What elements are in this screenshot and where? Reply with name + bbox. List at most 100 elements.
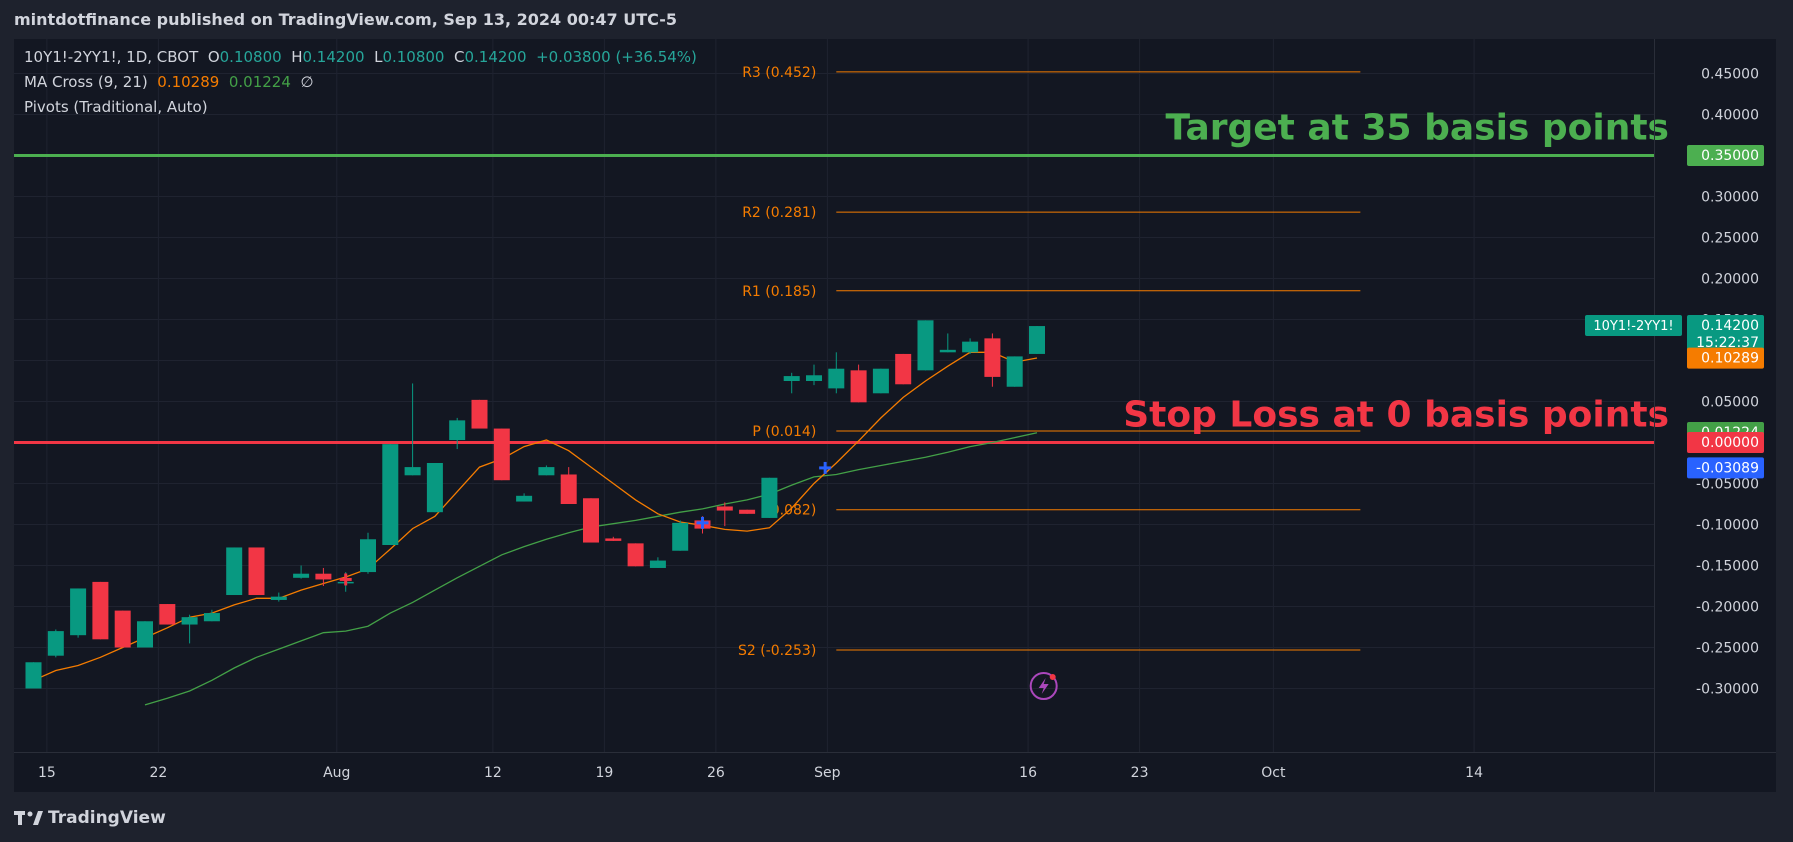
ma-cross-name: MA Cross (9, 21): [24, 73, 148, 91]
price-tag: -0.03089: [1687, 457, 1764, 479]
tradingview-brand[interactable]: TradingView: [14, 808, 166, 828]
legend-low-label: L: [374, 48, 383, 66]
candle: [984, 333, 1001, 387]
candle: [360, 532, 376, 574]
candle-body: [627, 543, 644, 567]
candle: [25, 662, 42, 689]
candle: [627, 543, 644, 567]
price-tag-value: 0.14200: [1701, 318, 1759, 334]
candle: [828, 352, 845, 394]
symbol-tag-label: 10Y1!-2YY1!: [1593, 319, 1673, 334]
ma-slow-line: [144, 432, 1038, 706]
symbol-legend[interactable]: 10Y1!-2YY1!, 1D, CBOT O0.10800 H0.14200 …: [24, 48, 697, 66]
pivot-label: R1 (0.185): [742, 284, 816, 300]
x-tick-label: 19: [595, 765, 613, 781]
legend-change: +0.03800 (+36.54%): [536, 48, 697, 66]
legend-high-label: H: [291, 48, 303, 66]
candle-body: [181, 617, 198, 625]
candle: [248, 547, 265, 596]
candle: [203, 609, 220, 622]
price-chart[interactable]: R3 (0.452)R2 (0.281)R1 (0.185)P (0.014)(…: [14, 39, 1776, 792]
x-tick-label: 12: [484, 765, 502, 781]
candle: [493, 428, 510, 481]
y-tick-label: 0.45000: [1701, 67, 1759, 83]
y-tick-label: -0.10000: [1696, 518, 1759, 534]
ma-cross-legend[interactable]: MA Cross (9, 21) 0.10289 0.01224 ∅: [24, 73, 314, 91]
y-tick-label: -0.20000: [1696, 600, 1759, 616]
candle-body: [538, 467, 555, 476]
legend-close-label: C: [454, 48, 465, 66]
pivot-label: R3 (0.452): [742, 65, 816, 81]
candle-body: [449, 420, 466, 441]
candle: [872, 368, 889, 394]
candle-body: [984, 338, 1001, 377]
y-tick-label: -0.25000: [1696, 641, 1759, 657]
candle-body: [583, 498, 599, 543]
candle-body: [962, 341, 979, 353]
cross-marker: [819, 461, 832, 474]
candle: [226, 547, 243, 596]
pivots-legend[interactable]: Pivots (Traditional, Auto): [24, 98, 208, 116]
candle-body: [360, 539, 376, 573]
ma-extra-value: ∅: [300, 73, 314, 91]
pivot-levels: R3 (0.452)R2 (0.281)R1 (0.185)P (0.014)(…: [738, 65, 1361, 659]
candle: [382, 444, 399, 545]
candle: [962, 338, 979, 354]
candle: [761, 477, 778, 518]
ma-fast-value: 0.10289: [157, 73, 220, 91]
y-tick-label: 0.25000: [1701, 231, 1759, 247]
candle-body: [850, 370, 867, 403]
y-tick-label: 0.30000: [1701, 190, 1759, 206]
y-tick-label: -0.30000: [1696, 682, 1759, 698]
candle: [1029, 326, 1045, 354]
candle: [315, 567, 332, 586]
candle: [449, 417, 466, 450]
candle: [605, 536, 622, 541]
price-tag-box: [1687, 457, 1764, 479]
chart-panel[interactable]: R3 (0.452) R2 (0.281) R1 (0.185) P (0.014)(…: [14, 39, 1776, 792]
legend-close: 0.14200: [464, 48, 527, 66]
pivot-label: P (0.014): [752, 424, 816, 440]
event-bolt: [1038, 678, 1049, 695]
candle: [583, 498, 599, 543]
plot-area: R3 (0.452)R2 (0.281)R1 (0.185)P (0.014)(…: [14, 65, 1654, 706]
candle-body: [895, 353, 912, 385]
candle: [672, 520, 689, 551]
candle-body: [47, 631, 64, 656]
x-tick-label: 26: [707, 765, 725, 781]
candle: [895, 353, 912, 385]
candle: [917, 320, 934, 371]
price-tag-box: [1687, 145, 1764, 166]
price-tag-box: [1687, 347, 1764, 369]
tradingview-logo-icon: [14, 811, 43, 825]
event-circle: [1029, 672, 1058, 701]
price-tag-value: 0.00000: [1701, 435, 1759, 451]
candle-body: [293, 573, 310, 578]
price-tag-box: [1687, 432, 1764, 453]
candle-body: [672, 522, 689, 551]
x-tick-label: 23: [1131, 765, 1149, 781]
candle-body: [739, 509, 756, 514]
candle-body: [649, 560, 666, 568]
candle-body: [70, 588, 87, 636]
candle: [47, 629, 64, 658]
pivot-label: S2 (-0.253): [738, 643, 816, 659]
candles: [25, 320, 1045, 689]
candle-body: [516, 495, 533, 502]
candle-body: [159, 604, 176, 625]
x-tick-label: 16: [1019, 765, 1037, 781]
candle-body: [92, 581, 109, 640]
stop-loss-annotation: Stop Loss at 0 basis points: [1123, 395, 1669, 436]
candle: [426, 463, 443, 513]
candle-body: [315, 573, 332, 580]
cross-marker: [339, 573, 352, 586]
price-tag-value: 0.10289: [1701, 351, 1759, 367]
candle-body: [761, 477, 778, 518]
legend-open: 0.10800: [219, 48, 282, 66]
candle-body: [203, 613, 220, 622]
candle: [649, 557, 666, 568]
y-tick-label: 0.40000: [1701, 108, 1759, 124]
price-tag: 0.35000: [1687, 145, 1764, 166]
publish-header: mintdotfinance published on TradingView.…: [14, 10, 678, 29]
ma-fast-line: [33, 351, 1038, 681]
